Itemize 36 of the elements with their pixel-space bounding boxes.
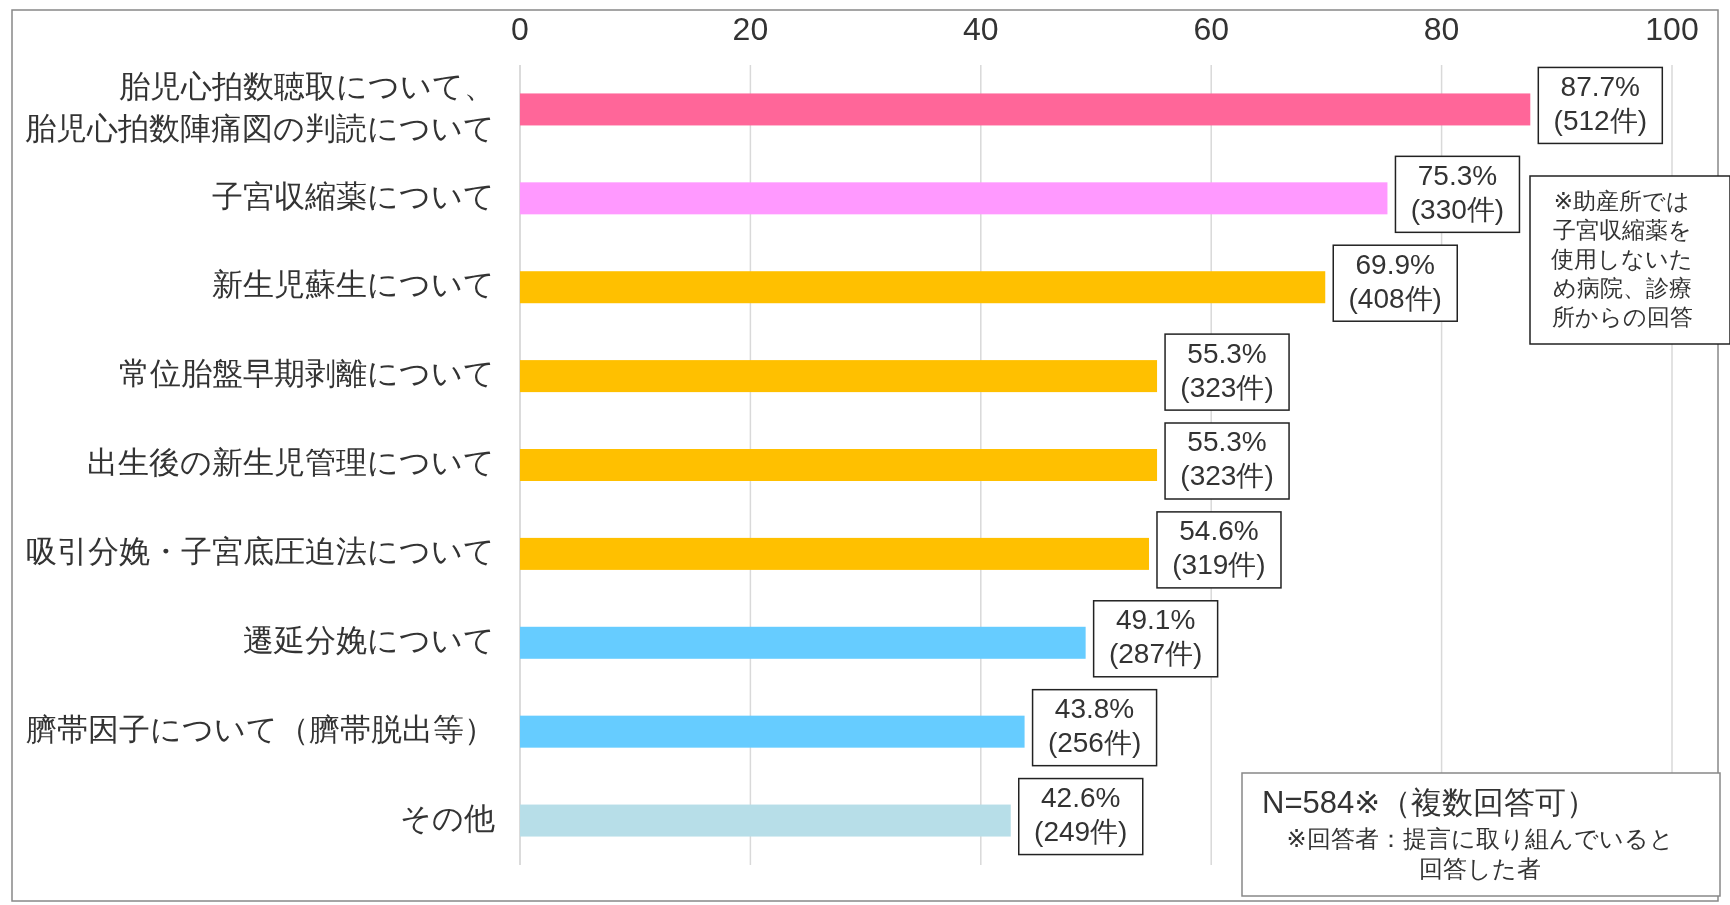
bar (520, 715, 1025, 748)
y-tick-label: 臍帯因子について（臍帯脱出等） (26, 711, 495, 747)
data-label: 54.6% (319件) (1172, 515, 1266, 581)
y-tick-label: 出生後の新生児管理について (87, 445, 495, 481)
bar (520, 626, 1086, 659)
y-tick-label: 子宮収縮薬について (212, 178, 495, 214)
bar (520, 537, 1149, 570)
bar (520, 360, 1158, 393)
annotation: N=584※（複数回答可） (1262, 785, 1598, 821)
x-tick-label: 100 (1645, 11, 1699, 48)
x-tick-label: 60 (1193, 11, 1229, 48)
data-label: 69.9% (408件) (1348, 248, 1442, 314)
data-label: 87.7% (512件) (1553, 70, 1647, 136)
bar (520, 271, 1326, 304)
y-tick-label: 遷延分娩について (243, 622, 495, 658)
x-tick-label: 20 (732, 11, 769, 48)
y-tick-label: 新生児蘇生について (212, 267, 495, 303)
annotation: ※助産所では子宮収縮薬を使用しないため病院、診療所からの回答 (1551, 188, 1693, 331)
x-tick-label: 40 (963, 11, 999, 48)
x-tick-label: 80 (1423, 11, 1460, 48)
y-tick-label: 常位胎盤早期剥離について (119, 356, 495, 392)
x-tick-label: 0 (511, 11, 529, 48)
data-label: 49.1% (287件) (1108, 604, 1203, 670)
annotation: ※回答者：提言に取り組んでいると回答した者 (1286, 825, 1674, 883)
y-tick-label: 胎児心拍数聴取について、胎児心拍数陣痛図の判読について (25, 68, 495, 146)
data-label: 43.8% (256件) (1047, 693, 1142, 759)
data-label: 55.3% (323件) (1180, 426, 1274, 492)
data-label: 42.6% (249件) (1034, 781, 1128, 847)
data-label: 55.3% (323件) (1180, 337, 1274, 403)
bar (520, 449, 1158, 481)
bar (520, 804, 1011, 837)
bar (520, 182, 1388, 215)
data-label: 75.3% (330件) (1410, 159, 1505, 225)
y-tick-label: 吸引分娩・子宮底圧迫法について (26, 534, 495, 570)
bar (520, 93, 1531, 126)
y-tick-label: その他 (400, 800, 495, 836)
